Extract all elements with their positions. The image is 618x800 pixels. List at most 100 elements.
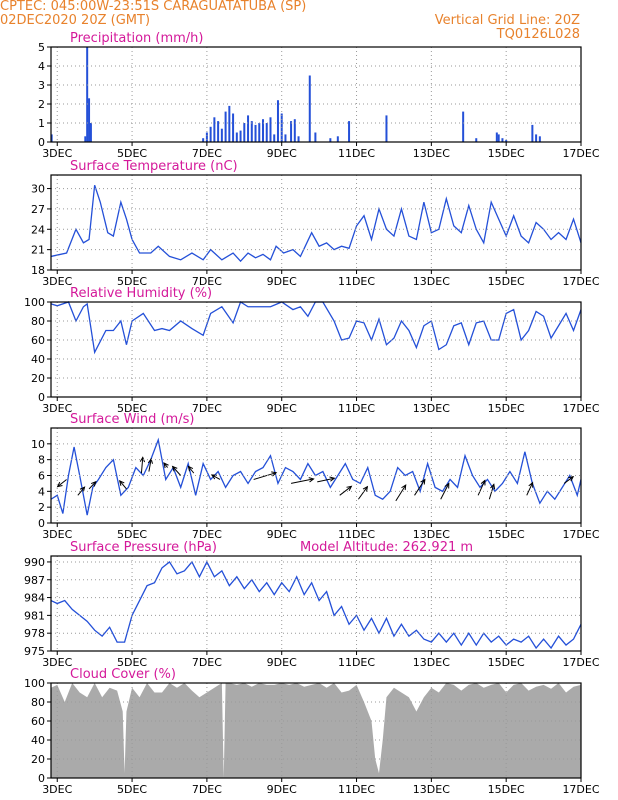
precip-bar (314, 132, 317, 142)
wind-vector (172, 466, 182, 476)
precip-bar (284, 134, 287, 142)
wind-vector (440, 483, 450, 500)
rh-xtick-label: 5DEC (117, 402, 147, 415)
temp-xtick-label: 9DEC (267, 275, 297, 288)
pres-line (50, 560, 582, 650)
rh-frame (50, 301, 582, 398)
temp-ytick-label: 24 (31, 223, 45, 236)
precip-xtick-label: 9DEC (267, 147, 297, 160)
model-code-label: TQ0126L028 (496, 27, 580, 42)
wind-ytick-label: 8 (38, 454, 45, 467)
precip-bar (495, 132, 498, 142)
wind-vector-head (444, 482, 450, 489)
wind-vector (317, 477, 335, 483)
precip-bar (308, 75, 311, 142)
precip-bar (265, 123, 268, 142)
precip-bar (538, 136, 541, 142)
wind-ytick-label: 0 (38, 517, 45, 530)
pres-xtick-label: 3DEC (42, 656, 72, 669)
wind-xtick-label: 11DEC (338, 528, 375, 541)
precip-bar (475, 138, 478, 142)
precip-bar (232, 113, 235, 142)
temp-xtick-label: 3DEC (42, 275, 72, 288)
precip-bar (247, 115, 250, 142)
precip-title: Precipitation (mm/h) (70, 31, 203, 46)
rh-xtick-label: 3DEC (42, 402, 72, 415)
pres-xtick-label: 17DEC (562, 656, 599, 669)
precip-bar (209, 126, 212, 142)
panel-wind: Surface Wind (m/s) 0 2 4 6 8 10 3DEC 5DEC 7DEC 9DE… (31, 412, 600, 541)
precip-bar (220, 128, 223, 142)
wind-vector-head (271, 471, 278, 477)
temp-xtick-label: 15DEC (488, 275, 525, 288)
precip-xtick-label: 13DEC (413, 147, 450, 160)
wind-vector-head (346, 485, 353, 491)
cloud-ytick-label: 40 (31, 734, 45, 747)
pres-xtick-label: 13DEC (413, 656, 450, 669)
wind-vector-head (56, 481, 63, 488)
wind-vector (88, 481, 97, 490)
pres-annotation: Model Altitude: 262.921 m (300, 540, 473, 555)
station-header: CPTEC: 045:00W-23:51S CARAGUATATUBA (SP) (0, 0, 307, 14)
precip-bar (250, 121, 253, 142)
wind-ytick-label: 10 (31, 438, 45, 451)
pres-frame (50, 555, 582, 652)
rh-xtick-label: 9DEC (267, 402, 297, 415)
wind-vector-head (528, 481, 534, 488)
wind-vector-head (163, 462, 169, 469)
wind-vector-head (490, 483, 496, 490)
precip-xtick-label: 11DEC (338, 147, 375, 160)
temp-xtick-label: 7DEC (192, 275, 222, 288)
precip-bar (254, 124, 257, 142)
wind-ytick-label: 4 (38, 485, 45, 498)
cloud-ytick-label: 20 (31, 753, 45, 766)
precip-bar (89, 123, 92, 142)
precip-xtick-label: 17DEC (562, 147, 599, 160)
precip-bar (497, 134, 500, 142)
temp-xtick-label: 17DEC (562, 275, 599, 288)
wind-xtick-label: 7DEC (192, 528, 222, 541)
wind-vector (526, 482, 534, 496)
wind-vector-head (568, 475, 575, 482)
temp-title: Surface Temperature (nC) (70, 159, 238, 174)
cloud-frame (50, 682, 582, 779)
precip-bar (462, 111, 465, 142)
precip-bar (228, 105, 231, 142)
pres-xtick-label: 15DEC (488, 656, 525, 669)
rh-xtick-label: 13DEC (413, 402, 450, 415)
rh-xtick-label: 7DEC (192, 402, 222, 415)
precip-bar (202, 138, 205, 142)
temp-ytick-label: 18 (31, 264, 45, 277)
precip-ytick-label: 1 (38, 117, 45, 130)
wind-vector (57, 479, 67, 488)
wind-vector (119, 480, 127, 490)
pres-xtick-label: 5DEC (117, 656, 147, 669)
temp-xtick-label: 13DEC (413, 275, 450, 288)
cloud-title: Cloud Cover (%) (70, 667, 176, 682)
wind-vector-head (118, 479, 125, 486)
precip-bar (258, 123, 261, 142)
pres-ytick-label: 987 (24, 574, 45, 587)
wind-vector (563, 476, 574, 484)
wind-title: Surface Wind (m/s) (70, 412, 194, 427)
precip-xtick-label: 5DEC (117, 147, 147, 160)
rh-line (50, 301, 582, 355)
wind-vector (211, 474, 221, 480)
precip-bar (385, 115, 388, 142)
precip-bar (329, 138, 332, 142)
precip-bar (293, 119, 296, 142)
cloud-xtick-label: 17DEC (562, 783, 599, 796)
panel-rh: Relative Humidity (%) 0 20 40 60 80 100 3DEC 5DE… (24, 286, 600, 415)
precip-bar (348, 121, 351, 142)
precip-bar (290, 121, 293, 142)
cloud-area (51, 683, 581, 778)
precip-bar (243, 123, 246, 142)
precip-bar (505, 140, 508, 142)
wind-vector-head (90, 480, 97, 487)
rh-ytick-label: 0 (38, 391, 45, 404)
wind-vector-head (329, 476, 336, 482)
precip-bar (269, 117, 272, 142)
rh-title: Relative Humidity (%) (70, 286, 212, 301)
pres-ytick-label: 981 (24, 609, 45, 622)
